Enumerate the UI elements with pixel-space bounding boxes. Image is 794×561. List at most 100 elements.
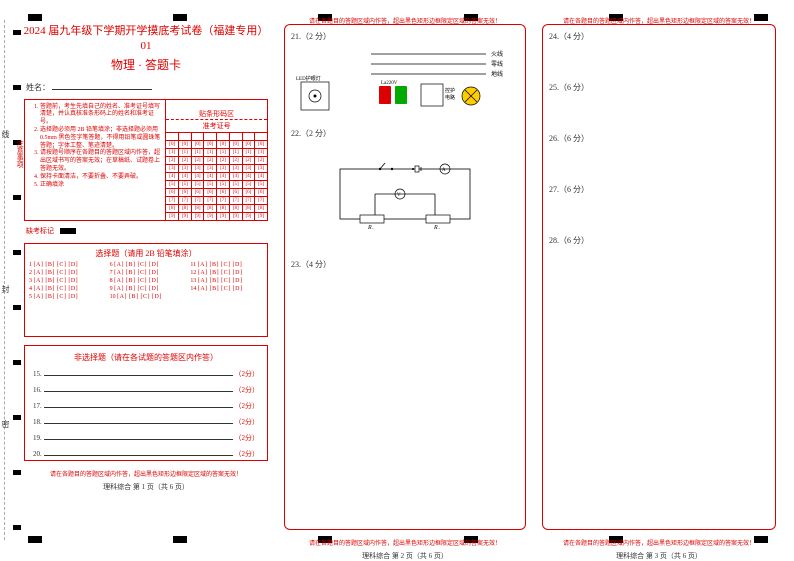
- free-response-row[interactable]: 19.（2分）: [33, 433, 259, 443]
- ticket-digit-bubble[interactable]: [9]: [217, 213, 229, 221]
- mc-question-row[interactable]: 7 [A] [B] [C] [D]: [110, 270, 183, 276]
- ticket-digit-bubble[interactable]: [0]: [255, 141, 267, 149]
- ticket-digit-bubble[interactable]: [5]: [217, 181, 229, 189]
- ticket-digit-bubble[interactable]: [6]: [243, 189, 255, 197]
- mc-question-row[interactable]: 1 [A] [B] [C] [D]: [29, 262, 102, 268]
- ticket-digit-bubble[interactable]: [1]: [217, 149, 229, 157]
- mc-question-row[interactable]: 11 [A] [B] [C] [D]: [190, 262, 263, 268]
- ticket-digit-bubble[interactable]: [3]: [230, 165, 242, 173]
- mc-question-row[interactable]: 2 [A] [B] [C] [D]: [29, 270, 102, 276]
- ticket-digit-bubble[interactable]: [0]: [230, 141, 242, 149]
- ticket-digit-bubble[interactable]: [2]: [255, 157, 267, 165]
- ticket-digit-bubble[interactable]: [4]: [217, 173, 229, 181]
- ticket-digit-bubble[interactable]: [5]: [179, 181, 191, 189]
- ticket-digit-bubble[interactable]: [7]: [243, 197, 255, 205]
- ticket-digit-bubble[interactable]: [0]: [179, 141, 191, 149]
- ticket-digit-bubble[interactable]: [4]: [204, 173, 216, 181]
- ticket-digit-bubble[interactable]: [5]: [192, 181, 204, 189]
- ticket-digit-bubble[interactable]: [8]: [192, 205, 204, 213]
- mc-question-row[interactable]: 9 [A] [B] [C] [D]: [110, 286, 183, 292]
- ticket-digit-bubble[interactable]: [0]: [192, 141, 204, 149]
- ticket-digit-bubble[interactable]: [2]: [166, 157, 178, 165]
- ticket-digit-bubble[interactable]: [2]: [179, 157, 191, 165]
- ticket-digit-bubble[interactable]: [4]: [166, 173, 178, 181]
- ticket-digit-bubble[interactable]: [6]: [217, 189, 229, 197]
- ticket-digit-bubble[interactable]: [1]: [230, 149, 242, 157]
- ticket-digit-bubble[interactable]: [7]: [166, 197, 178, 205]
- ticket-digit-bubble[interactable]: [9]: [179, 213, 191, 221]
- ticket-digit-bubble[interactable]: [0]: [243, 141, 255, 149]
- free-response-row[interactable]: 16.（2分）: [33, 385, 259, 395]
- ticket-digit-bubble[interactable]: [4]: [243, 173, 255, 181]
- ticket-digit-bubble[interactable]: [9]: [255, 213, 267, 221]
- mc-question-row[interactable]: 8 [A] [B] [C] [D]: [110, 278, 183, 284]
- ticket-digit-bubble[interactable]: [8]: [243, 205, 255, 213]
- ticket-digit-bubble[interactable]: [3]: [166, 165, 178, 173]
- ticket-digit-bubble[interactable]: [9]: [166, 213, 178, 221]
- ticket-digit-bubble[interactable]: [0]: [166, 141, 178, 149]
- ticket-digit-bubble[interactable]: [4]: [255, 173, 267, 181]
- ticket-digit-bubble[interactable]: [2]: [192, 157, 204, 165]
- mc-question-row[interactable]: 6 [A] [B] [C] [D]: [110, 262, 183, 268]
- ticket-digit-bubble[interactable]: [4]: [192, 173, 204, 181]
- ticket-digit-bubble[interactable]: [7]: [217, 197, 229, 205]
- ticket-digit-bubble[interactable]: [0]: [217, 141, 229, 149]
- mc-question-row[interactable]: 4 [A] [B] [C] [D]: [29, 286, 102, 292]
- ticket-digit-bubble[interactable]: [2]: [230, 157, 242, 165]
- free-response-row[interactable]: 18.（2分）: [33, 417, 259, 427]
- ticket-digit-bubble[interactable]: [7]: [179, 197, 191, 205]
- ticket-digit-bubble[interactable]: [2]: [243, 157, 255, 165]
- ticket-digit-bubble[interactable]: [8]: [255, 205, 267, 213]
- ticket-digit-bubble[interactable]: [3]: [217, 165, 229, 173]
- mc-question-row[interactable]: 12 [A] [B] [C] [D]: [190, 270, 263, 276]
- ticket-digit-bubble[interactable]: [1]: [179, 149, 191, 157]
- free-response-row[interactable]: 17.（2分）: [33, 401, 259, 411]
- absent-mark-box[interactable]: [60, 228, 76, 234]
- mc-question-row[interactable]: 3 [A] [B] [C] [D]: [29, 278, 102, 284]
- ticket-digit-bubble[interactable]: [3]: [192, 165, 204, 173]
- ticket-digit-bubble[interactable]: [3]: [179, 165, 191, 173]
- ticket-digit-bubble[interactable]: [5]: [230, 181, 242, 189]
- ticket-digit-bubble[interactable]: [5]: [255, 181, 267, 189]
- ticket-digit-bubble[interactable]: [7]: [255, 197, 267, 205]
- ticket-digit-bubble[interactable]: [2]: [217, 157, 229, 165]
- ticket-digit-bubble[interactable]: [9]: [230, 213, 242, 221]
- ticket-digit-bubble[interactable]: [4]: [179, 173, 191, 181]
- ticket-digit-bubble[interactable]: [8]: [166, 205, 178, 213]
- mc-question-row[interactable]: 5 [A] [B] [C] [D]: [29, 294, 102, 300]
- ticket-digit-bubble[interactable]: [2]: [204, 157, 216, 165]
- ticket-digit-bubble[interactable]: [6]: [179, 189, 191, 197]
- mc-question-row[interactable]: 14 [A] [B] [C] [D]: [190, 286, 263, 292]
- ticket-digit-bubble[interactable]: [6]: [166, 189, 178, 197]
- ticket-digit-bubble[interactable]: [5]: [204, 181, 216, 189]
- ticket-digit-bubble[interactable]: [4]: [230, 173, 242, 181]
- ticket-digit-bubble[interactable]: [9]: [192, 213, 204, 221]
- ticket-digit-bubble[interactable]: [5]: [166, 181, 178, 189]
- mc-question-row[interactable]: 13 [A] [B] [C] [D]: [190, 278, 263, 284]
- ticket-digit-bubble[interactable]: [8]: [204, 205, 216, 213]
- ticket-digit-bubble[interactable]: [8]: [217, 205, 229, 213]
- free-response-row[interactable]: 20.（2分）: [33, 449, 259, 459]
- ticket-digit-bubble[interactable]: [8]: [230, 205, 242, 213]
- ticket-digit-bubble[interactable]: [7]: [230, 197, 242, 205]
- free-response-row[interactable]: 15.（2分）: [33, 369, 259, 379]
- ticket-digit-bubble[interactable]: [1]: [243, 149, 255, 157]
- ticket-digit-bubble[interactable]: [3]: [255, 165, 267, 173]
- ticket-digit-bubble[interactable]: [3]: [243, 165, 255, 173]
- ticket-digit-bubble[interactable]: [6]: [230, 189, 242, 197]
- ticket-digit-bubble[interactable]: [7]: [204, 197, 216, 205]
- name-input-line[interactable]: [52, 89, 152, 90]
- ticket-digit-bubble[interactable]: [0]: [204, 141, 216, 149]
- ticket-digit-bubble[interactable]: [1]: [204, 149, 216, 157]
- ticket-digit-bubble[interactable]: [8]: [179, 205, 191, 213]
- ticket-digit-bubble[interactable]: [1]: [192, 149, 204, 157]
- ticket-digit-bubble[interactable]: [9]: [243, 213, 255, 221]
- ticket-digit-bubble[interactable]: [5]: [243, 181, 255, 189]
- ticket-digit-bubble[interactable]: [1]: [166, 149, 178, 157]
- ticket-digit-bubble[interactable]: [6]: [204, 189, 216, 197]
- ticket-digit-bubble[interactable]: [6]: [255, 189, 267, 197]
- ticket-digit-bubble[interactable]: [7]: [192, 197, 204, 205]
- ticket-digit-bubble[interactable]: [3]: [204, 165, 216, 173]
- ticket-digit-bubble[interactable]: [9]: [204, 213, 216, 221]
- ticket-digit-bubble[interactable]: [6]: [192, 189, 204, 197]
